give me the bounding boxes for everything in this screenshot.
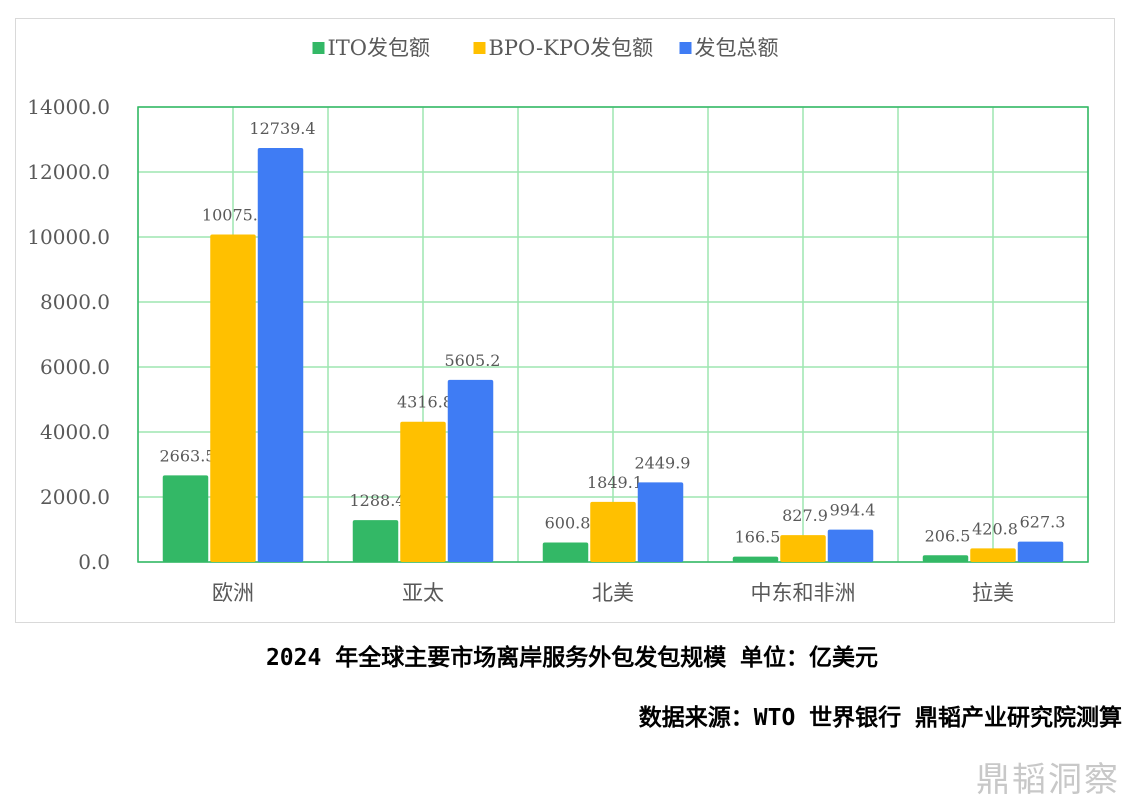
bar-2-2 <box>637 482 684 562</box>
legend-label: ITO发包额 <box>328 36 431 60</box>
data-label: 420.8 <box>972 519 1018 538</box>
chart: 0.0 2000.0 4000.0 6000.0 8000.0 10000.0 12000.… <box>27 36 1089 605</box>
y-tick-label: 8000.0 <box>40 290 110 314</box>
chart-caption: 2024 年全球主要市场离岸服务外包发包规模 单位：亿美元 <box>265 645 879 671</box>
legend-swatch <box>679 42 692 54</box>
bar-2-4 <box>1017 541 1064 562</box>
y-tick-label: 12000.0 <box>27 160 110 184</box>
data-label: 994.4 <box>830 501 876 520</box>
data-label: 206.5 <box>925 526 971 545</box>
y-tick-label: 4000.0 <box>40 420 110 444</box>
x-tick-label: 亚太 <box>402 581 444 605</box>
x-tick-label: 拉美 <box>972 581 1014 605</box>
legend-label: BPO-KPO发包额 <box>489 36 654 60</box>
data-label: 600.8 <box>545 513 591 532</box>
data-label: 166.5 <box>735 528 781 547</box>
data-label: 4316.8 <box>397 393 453 412</box>
data-label: 2449.9 <box>635 453 691 472</box>
y-tick-label: 6000.0 <box>40 355 110 379</box>
data-label: 12739.4 <box>249 119 315 138</box>
x-tick-label: 北美 <box>592 581 634 605</box>
y-tick-label: 10000.0 <box>27 225 110 249</box>
data-label: 827.9 <box>782 506 828 525</box>
legend-swatch <box>312 42 325 54</box>
bar-1-3 <box>780 535 826 562</box>
chart-frame: 0.0 2000.0 4000.0 6000.0 8000.0 10000.0 12000.… <box>15 18 1115 623</box>
legend-label: 发包总额 <box>695 36 779 60</box>
watermark: 鼎韬洞察 <box>976 760 1120 800</box>
data-label: 1849.1 <box>587 473 643 492</box>
x-tick-label: 中东和非洲 <box>751 581 856 605</box>
bar-2-3 <box>827 529 874 562</box>
data-label: 2663.5 <box>160 446 216 465</box>
y-tick-label: 0.0 <box>78 550 110 574</box>
y-tick-label: 2000.0 <box>40 485 110 509</box>
bar-0-3 <box>732 556 779 562</box>
bar-0-1 <box>352 520 399 562</box>
data-label: 5605.2 <box>445 351 501 370</box>
bar-0-0 <box>162 475 209 562</box>
bar-1-4 <box>970 548 1016 562</box>
bar-2-1 <box>447 379 494 562</box>
legend-swatch <box>473 42 486 54</box>
bar-1-2 <box>590 501 636 562</box>
data-source: 数据来源：WTO 世界银行 鼎韬产业研究院测算 <box>638 705 1122 731</box>
data-label: 1288.4 <box>350 491 406 510</box>
x-tick-label: 欧洲 <box>212 581 254 605</box>
data-label: 627.3 <box>1020 513 1066 532</box>
bar-1-0 <box>210 234 256 562</box>
bar-0-4 <box>922 555 969 562</box>
bar-0-2 <box>542 542 589 562</box>
data-label: 10075.9 <box>202 206 268 225</box>
bar-2-0 <box>257 147 304 563</box>
y-tick-label: 14000.0 <box>27 95 110 119</box>
bar-1-1 <box>400 421 446 562</box>
